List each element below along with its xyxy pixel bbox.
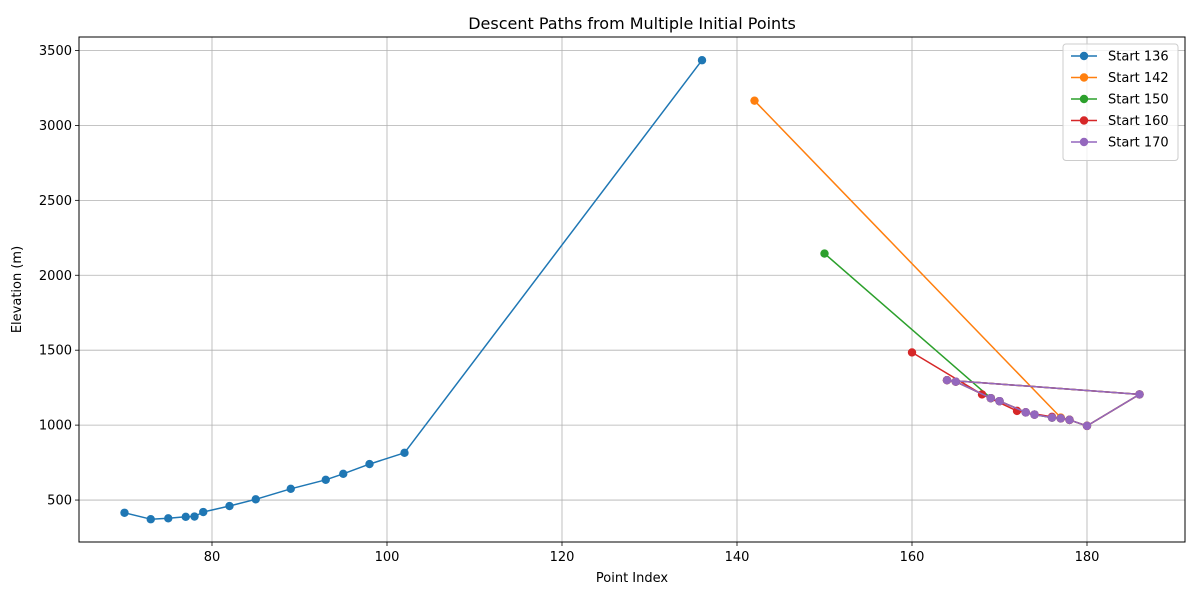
data-point: [181, 512, 190, 522]
legend-item: Start 150: [1071, 93, 1169, 108]
data-point: [820, 249, 829, 258]
plot-frame: [78, 36, 1186, 543]
x-axis-label: Point Index: [596, 571, 669, 586]
x-tick-label: 80: [204, 550, 221, 565]
data-point: [365, 459, 374, 469]
legend-item: Start 142: [1071, 71, 1169, 86]
y-tick-label: 1500: [39, 344, 72, 359]
ticks: 80 100 120 140 160 180 500 1000 1500 2000 2500 3000…: [39, 44, 1100, 565]
y-tick-label: 500: [47, 494, 72, 509]
data-point: [1082, 421, 1092, 431]
legend-label: Start 150: [1108, 93, 1169, 108]
x-tick-label: 120: [550, 550, 575, 565]
data-point: [146, 515, 155, 524]
data-point: [321, 475, 330, 485]
legend-box: [1062, 43, 1179, 161]
y-tick-label: 2500: [39, 194, 72, 209]
data-point: [251, 495, 260, 504]
data-point: [225, 501, 234, 511]
series-start-136: [120, 56, 707, 524]
x-tick-label: 100: [375, 550, 400, 565]
legend-item: Start 136: [1071, 50, 1169, 65]
data-point: [1056, 414, 1065, 423]
data-point: [339, 469, 348, 479]
chart-title: Descent Paths from Multiple Initial Poin…: [468, 14, 796, 33]
x-tick-label: 140: [725, 550, 750, 565]
x-tick-label: 180: [1075, 550, 1100, 565]
data-point: [164, 514, 173, 523]
data-point: [951, 377, 960, 386]
legend-marker: [1079, 51, 1089, 61]
data-point: [1135, 390, 1144, 399]
legend-marker: [1079, 137, 1089, 147]
data-point: [400, 448, 409, 458]
series-start-170: [942, 375, 1144, 431]
data-point: [1021, 408, 1030, 417]
legend-item: Start 160: [1071, 114, 1169, 129]
legend-label: Start 136: [1108, 50, 1169, 65]
data-point: [697, 56, 707, 65]
series-group: [120, 56, 1144, 524]
legend-label: Start 170: [1108, 136, 1169, 151]
y-tick-label: 2000: [39, 269, 72, 284]
data-point: [942, 375, 952, 385]
legend: Start 136 Start 142 Start 150 Start 160 Star…: [1062, 43, 1179, 161]
data-point: [1030, 410, 1039, 419]
legend-label: Start 160: [1108, 114, 1169, 129]
y-tick-label: 3000: [39, 119, 72, 134]
data-point: [199, 507, 208, 517]
legend-label: Start 142: [1108, 71, 1169, 86]
data-point: [986, 393, 995, 403]
data-point: [750, 96, 759, 105]
data-point: [120, 508, 129, 517]
legend-marker: [1079, 73, 1089, 82]
data-point: [190, 512, 199, 521]
y-axis-label: Elevation (m): [10, 246, 25, 333]
x-tick-label: 160: [900, 550, 925, 565]
y-tick-label: 1000: [39, 419, 72, 434]
y-tick-label: 3500: [39, 44, 72, 59]
data-point: [1065, 415, 1074, 425]
legend-item: Start 170: [1071, 136, 1169, 151]
legend-marker: [1079, 94, 1089, 104]
legend-marker: [1079, 116, 1089, 125]
data-point: [995, 396, 1004, 406]
data-point: [286, 484, 295, 494]
data-point: [1047, 413, 1057, 422]
data-point: [907, 348, 917, 357]
